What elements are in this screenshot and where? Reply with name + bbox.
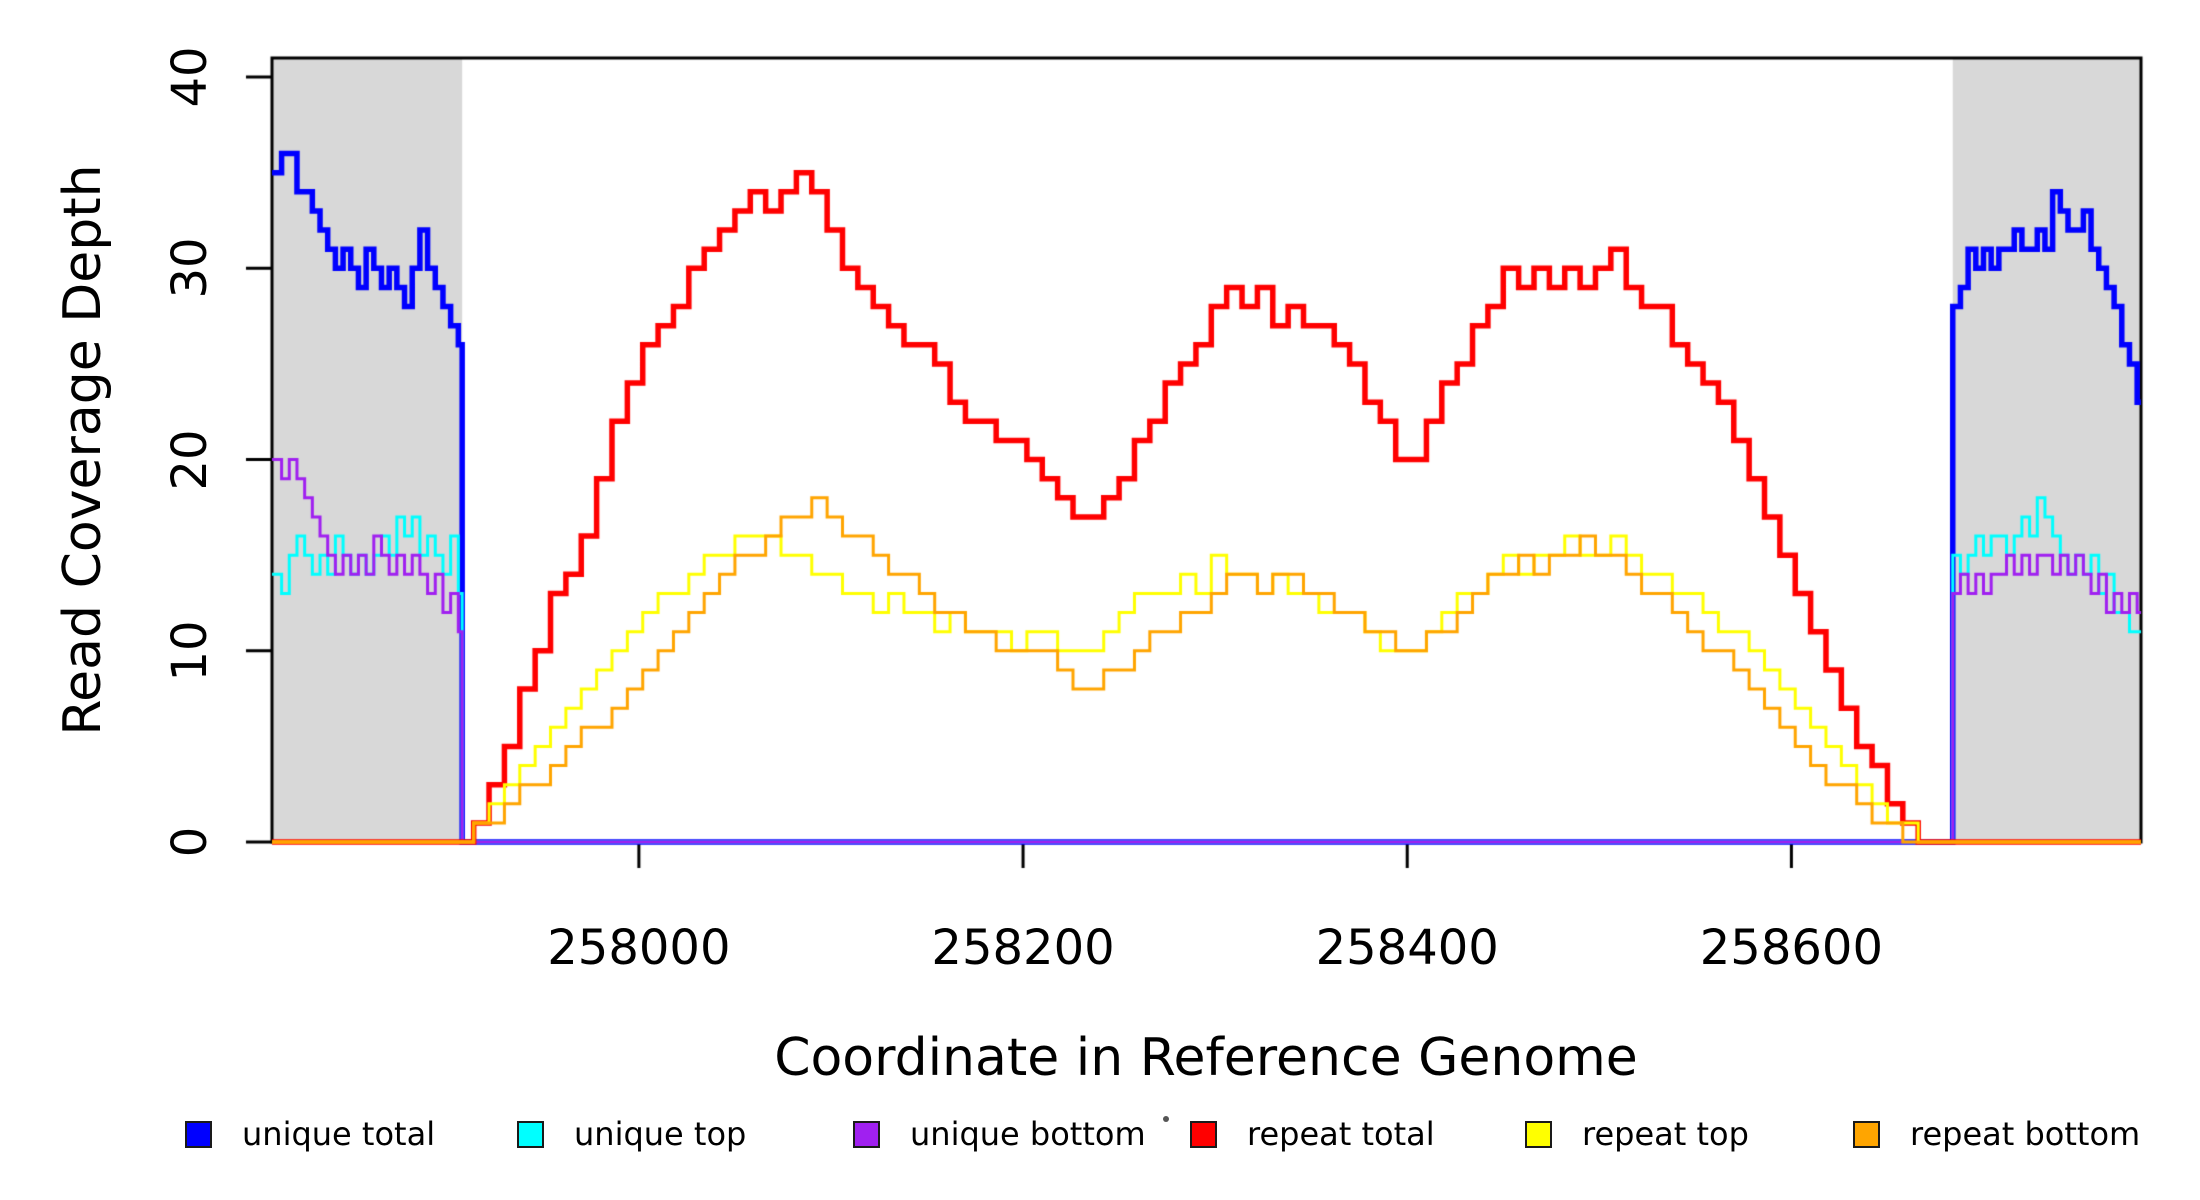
legend-swatch-icon	[1853, 1120, 1880, 1148]
x-axis-title: Coordinate in Reference Genome	[774, 1028, 1638, 1088]
x-tick-label: 258200	[931, 920, 1115, 976]
legend-item-unique-top: unique top	[517, 1108, 746, 1160]
legend-label: unique bottom	[910, 1115, 1146, 1153]
y-tick-label: 30	[162, 237, 218, 299]
legend-item-repeat-total: repeat total	[1190, 1108, 1435, 1160]
x-tick-label: 258600	[1699, 920, 1883, 976]
y-tick-label: 0	[162, 826, 218, 858]
legend-item-repeat-bottom: repeat bottom	[1853, 1108, 2140, 1160]
legend-swatch-icon	[1525, 1120, 1552, 1148]
legend-item-repeat-top: repeat top	[1525, 1108, 1749, 1160]
x-tick-label: 258400	[1315, 920, 1499, 976]
y-tick-label: 20	[162, 429, 218, 491]
legend-item-unique-bottom: unique bottom	[853, 1108, 1146, 1160]
legend-swatch-icon	[1190, 1120, 1217, 1148]
legend-item-unique-total: unique total	[185, 1108, 435, 1160]
stray-artifact-dot	[1163, 1116, 1169, 1122]
legend-label: repeat top	[1582, 1115, 1749, 1153]
legend-swatch-icon	[853, 1120, 880, 1148]
y-tick-label: 40	[162, 46, 218, 108]
y-axis-title: Read Coverage Depth	[53, 164, 113, 736]
legend-swatch-icon	[517, 1120, 544, 1148]
x-tick-label: 258000	[547, 920, 731, 976]
legend-swatch-icon	[185, 1120, 212, 1148]
legend-label: unique top	[574, 1115, 747, 1153]
legend-label: repeat bottom	[1910, 1115, 2141, 1153]
legend-label: repeat total	[1247, 1115, 1435, 1153]
y-tick-label: 10	[162, 620, 218, 682]
legend-label: unique total	[242, 1115, 436, 1153]
